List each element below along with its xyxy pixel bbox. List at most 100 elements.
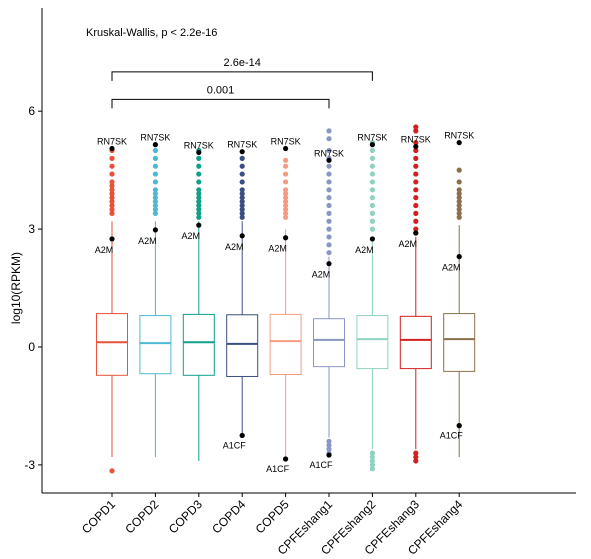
labelled-point [109, 145, 115, 152]
outlier-point [326, 179, 332, 185]
labelled-point [152, 142, 158, 148]
outlier-point [326, 438, 332, 444]
boxplot-group: RN7SK A2M [355, 133, 389, 472]
outlier-point [196, 191, 202, 197]
labelled-point [369, 142, 375, 148]
box [443, 313, 476, 372]
outlier-point [239, 198, 245, 205]
point-label: A2M [355, 245, 374, 255]
outlier-point [109, 198, 115, 205]
box [399, 315, 432, 370]
outlier-point [196, 206, 202, 213]
outlier-point [413, 140, 419, 146]
box [269, 313, 302, 376]
outlier-point [326, 226, 332, 232]
outlier-point [196, 179, 202, 185]
outlier-point [326, 136, 332, 142]
point-label: A1CF [266, 464, 290, 474]
point-label: RN7SK [357, 133, 387, 143]
outlier-point [239, 163, 245, 169]
outlier-point [109, 210, 115, 216]
outlier-point [413, 454, 419, 460]
outlier-point [239, 202, 245, 209]
point-label: RN7SK [401, 135, 431, 145]
boxplot-group: RN7SK A2M [182, 140, 215, 461]
outlier-point [109, 468, 115, 474]
outlier-point [369, 195, 375, 201]
box [139, 315, 172, 375]
labelled-point [239, 233, 245, 239]
point-label: A2M [95, 245, 114, 255]
box [182, 313, 215, 376]
point-label: A2M [182, 231, 201, 241]
outlier-point [456, 214, 462, 220]
outlier-point [456, 191, 462, 197]
outlier-point [152, 191, 158, 197]
outlier-point [456, 195, 462, 201]
point-label: A2M [312, 270, 331, 280]
y-tick-label: 0 [28, 340, 35, 354]
point-label: A2M [442, 263, 461, 273]
outlier-point [109, 183, 115, 189]
outlier-point [152, 210, 158, 216]
outlier-point [369, 466, 375, 472]
outlier-point [196, 198, 202, 205]
outlier-point [369, 454, 375, 460]
outlier-point [239, 191, 245, 197]
boxplot-group: RN7SK A2M A1CF [309, 128, 345, 470]
outlier-point [326, 187, 332, 193]
outlier-point [196, 210, 202, 216]
outlier-point [109, 206, 115, 213]
labelled-point [239, 149, 245, 155]
outlier-point [413, 179, 419, 185]
outlier-point [413, 155, 419, 161]
outlier-point [326, 195, 332, 201]
y-tick-label: 6 [28, 104, 35, 118]
outlier-point [326, 242, 332, 248]
outlier-point [239, 171, 245, 177]
labelled-point [109, 236, 115, 242]
outlier-point [109, 202, 115, 209]
outlier-point [152, 163, 158, 169]
box [226, 314, 259, 377]
outlier-point [283, 198, 289, 205]
outlier-point [369, 171, 375, 177]
outlier-point [196, 163, 202, 169]
labelled-point [283, 145, 289, 152]
outlier-point [413, 128, 419, 134]
outlier-point [369, 179, 375, 185]
comparison-p-value: 2.6e-14 [224, 57, 261, 69]
outlier-point [152, 198, 158, 205]
outlier-point [326, 147, 332, 154]
point-label: RN7SK [227, 140, 257, 150]
comparison-bracket [111, 98, 330, 109]
labelled-point [239, 432, 245, 439]
outlier-point [326, 234, 332, 240]
outlier-point [196, 214, 202, 220]
outlier-point [369, 218, 375, 224]
outlier-point [369, 462, 375, 468]
labelled-point [196, 222, 202, 228]
outlier-point [152, 195, 158, 201]
kruskal-wallis-label: Kruskal-Wallis, p < 2.2e-16 [86, 27, 217, 39]
outlier-point [283, 214, 289, 220]
outlier-point [326, 210, 332, 216]
point-label: A2M [268, 244, 287, 254]
labelled-point [326, 261, 332, 267]
outlier-point [456, 206, 462, 213]
outlier-point [326, 442, 332, 448]
outlier-point [413, 171, 419, 177]
y-axis-title: log10(RPKM) [9, 252, 23, 324]
outlier-point [152, 179, 158, 185]
labelled-point [196, 149, 202, 156]
labelled-point [456, 254, 462, 260]
boxplot-group: RN7SK A2M [399, 124, 432, 464]
boxplot-group: RN7SK A2M A1CF [440, 131, 476, 458]
outlier-point [152, 206, 158, 213]
outlier-point [369, 210, 375, 216]
outlier-point [109, 195, 115, 201]
x-tick-label: COPD1 [79, 497, 118, 536]
outlier-point [369, 155, 375, 161]
outlier-point [283, 210, 289, 216]
